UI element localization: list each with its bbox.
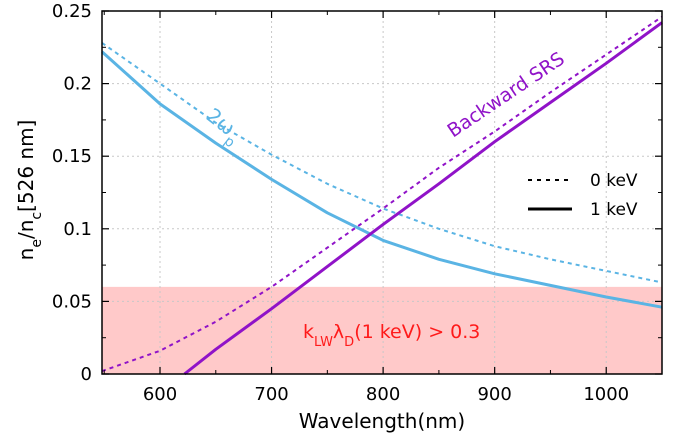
series-line-2	[101, 15, 663, 373]
x-tick-label: 600	[143, 384, 177, 405]
y-tick-label: 0.25	[52, 1, 92, 22]
y-tick-label: 0.1	[63, 219, 92, 240]
shaded-region-label: kLWλD(1 keV) > 0.3	[303, 321, 480, 350]
x-tick-label: 700	[254, 384, 288, 405]
y-axis-label: ne/nc[526 nm]	[14, 120, 45, 261]
x-axis-label: Wavelength(nm)	[299, 409, 465, 433]
legend-label-1kev: 1 keV	[590, 200, 638, 220]
y-tick-label: 0	[81, 364, 92, 385]
annotation-2wp: 2ωp	[198, 103, 247, 151]
legend: 0 keV 1 keV	[528, 171, 638, 220]
x-tick-label: 1000	[583, 384, 629, 405]
annotation-backward-srs: Backward SRS	[443, 48, 568, 142]
y-tick-label: 0.2	[63, 74, 92, 95]
y-tick-label: 0.15	[52, 146, 92, 167]
legend-label-0kev: 0 keV	[590, 171, 638, 191]
x-tick-label: 900	[477, 384, 511, 405]
series-line-0	[101, 42, 663, 284]
series-line-3	[183, 21, 663, 376]
grid	[102, 11, 662, 374]
y-tick-label: 0.05	[52, 291, 92, 312]
x-tick-label: 800	[366, 384, 400, 405]
series-line-1	[100, 50, 663, 309]
